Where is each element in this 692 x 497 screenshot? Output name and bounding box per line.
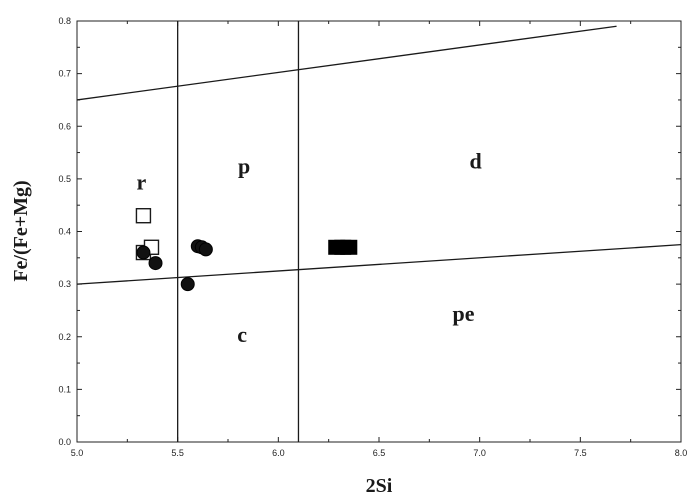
boundary-line: [76, 244, 682, 285]
region-label-d: d: [470, 148, 482, 173]
region-label-r: r: [137, 169, 147, 194]
filled-square-point: [340, 239, 358, 255]
x-tick-label: 6.5: [373, 448, 386, 458]
open-square-point: [135, 208, 152, 224]
boundary-lines: [76, 21, 682, 442]
x-tick-label: 5.5: [171, 448, 184, 458]
region-label-p: p: [238, 154, 250, 179]
filled-circle-point: [180, 277, 195, 292]
y-tick-label: 0.2: [58, 332, 71, 342]
region-label-c: c: [237, 322, 247, 347]
y-tick-label: 0.7: [58, 69, 71, 79]
x-tick-label: 8.0: [675, 448, 688, 458]
boundary-line: [76, 25, 617, 101]
y-axis-title: Fe/(Fe+Mg): [10, 180, 32, 281]
y-tick-label: 0.8: [58, 16, 71, 26]
filled-circle-point: [148, 256, 163, 271]
data-points: [135, 208, 358, 292]
y-tick-label: 0.5: [58, 174, 71, 184]
region-label-pe: pe: [453, 301, 475, 326]
filled-circle-point: [198, 242, 213, 257]
filled-circle-point: [136, 245, 151, 260]
y-tick-label: 0.4: [58, 227, 71, 237]
y-tick-label: 0.6: [58, 121, 71, 131]
region-labels: r p d c pe: [137, 148, 482, 347]
x-tick-label: 6.0: [272, 448, 285, 458]
ticks-layer: 5.0 5.5 6.0 6.5 7.0 7.5 8.0 0.0 0.1 0.2 0.3 0.4 0.5 0…: [58, 16, 687, 458]
y-tick-label: 0.0: [58, 437, 71, 447]
x-tick-label: 7.5: [574, 448, 587, 458]
x-tick-label: 7.0: [473, 448, 486, 458]
plot-frame: [76, 20, 682, 443]
y-tick-label: 0.1: [58, 384, 71, 394]
y-tick-label: 0.3: [58, 279, 71, 289]
x-axis-title: 2Si: [366, 475, 393, 497]
x-tick-label: 5.0: [71, 448, 84, 458]
